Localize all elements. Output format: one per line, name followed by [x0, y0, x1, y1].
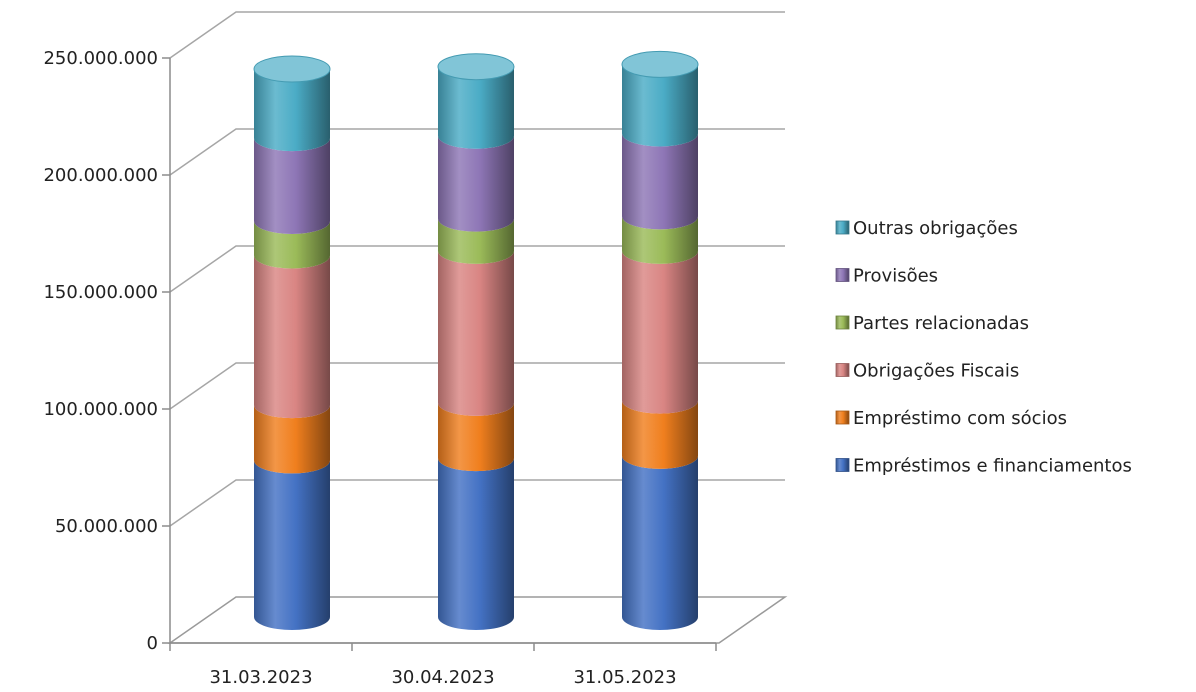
bar-stack — [437, 53, 515, 630]
legend-label: Partes relacionadas — [853, 313, 1029, 334]
x-tick-label: 31.03.2023 — [209, 667, 312, 688]
legend-swatch — [835, 315, 850, 330]
legend-item: Provisões — [835, 266, 938, 287]
legend-item: Outras obrigações — [835, 218, 1018, 239]
legend-item: Empréstimos e financiamentos — [835, 456, 1132, 477]
x-tick-label: 30.04.2023 — [391, 667, 494, 688]
legend-label: Provisões — [853, 266, 938, 287]
legend-label: Empréstimo com sócios — [853, 408, 1067, 429]
y-tick-label: 200.000.000 — [43, 165, 158, 186]
x-axis: 31.03.2023 30.04.2023 31.05.2023 — [169, 642, 717, 688]
bar-segment — [438, 66, 514, 149]
y-tick-label: 100.000.000 — [43, 399, 158, 420]
side-wall — [170, 12, 236, 643]
y-tick-label: 0 — [147, 633, 158, 654]
bar-stack — [253, 55, 331, 630]
bar-segment — [254, 69, 330, 152]
legend-swatch — [835, 410, 850, 425]
gridline — [169, 11, 785, 59]
bar-top-cap — [253, 55, 331, 83]
bar-segment — [622, 400, 698, 469]
y-tick-label: 150.000.000 — [43, 282, 158, 303]
bar-segment — [438, 402, 514, 472]
legend-item: Obrigações Fiscais — [835, 361, 1019, 382]
legend-swatch — [835, 363, 850, 377]
bars — [253, 50, 699, 630]
gridline — [169, 245, 785, 293]
legend: Outras obrigações Provisões Partes relacio… — [835, 218, 1132, 477]
bar-segment — [254, 405, 330, 474]
bar-segment — [438, 458, 514, 630]
bar-segment — [254, 460, 330, 630]
y-tick-label: 50.000.000 — [55, 516, 158, 537]
legend-label: Obrigações Fiscais — [853, 361, 1019, 382]
bar-segment — [438, 135, 514, 232]
bar-segment — [438, 250, 514, 416]
bar-segment — [622, 216, 698, 264]
gridline — [169, 362, 785, 410]
bar-segment — [254, 220, 330, 269]
bar-stack — [621, 50, 699, 630]
legend-swatch — [835, 268, 850, 282]
y-tick-label: 250.000.000 — [43, 48, 158, 69]
bar-top-cap — [437, 53, 515, 81]
legend-item: Partes relacionadas — [835, 313, 1029, 334]
bar-segment — [622, 250, 698, 414]
bar-segment — [622, 133, 698, 230]
bar-segment — [622, 64, 698, 147]
bar-segment — [622, 455, 698, 630]
bar-segment — [254, 138, 330, 234]
legend-item: Empréstimo com sócios — [835, 408, 1067, 429]
legend-label: Outras obrigações — [853, 218, 1018, 239]
bar-top-cap — [621, 50, 699, 78]
legend-swatch — [835, 220, 850, 235]
legend-swatch — [835, 458, 850, 472]
gridlines — [169, 11, 785, 527]
legend-label: Empréstimos e financiamentos — [853, 456, 1132, 477]
gridline — [169, 479, 785, 527]
x-tick-label: 31.05.2023 — [573, 667, 676, 688]
bar-segment — [254, 255, 330, 419]
gridline — [169, 128, 785, 176]
y-axis: 0 50.000.000 100.000.000 150.000.000 200.000… — [43, 48, 171, 654]
bar-segment — [438, 218, 514, 264]
